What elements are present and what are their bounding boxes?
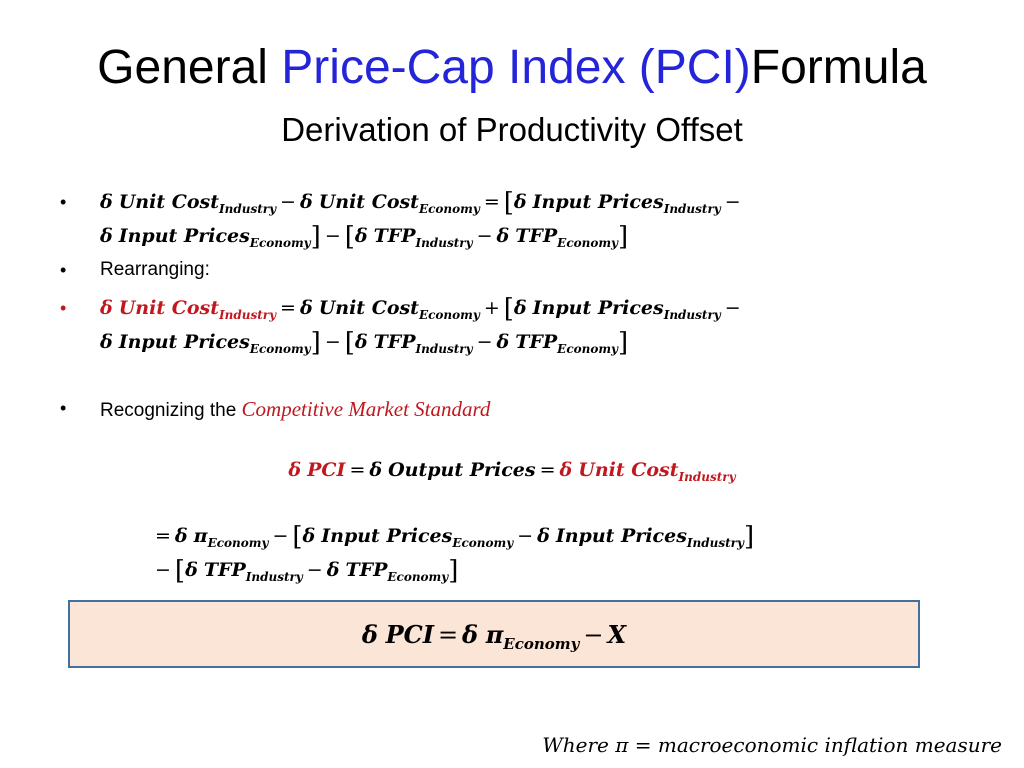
equation-2-line-2: δ Input PricesEconomy] − [δ TFPIndustry − δ … — [100, 328, 629, 358]
page-subtitle: Derivation of Productivity Offset — [281, 111, 743, 148]
competitive-market-standard: Competitive Market Standard — [241, 397, 491, 421]
title-highlight: Price-Cap Index (PCI) — [281, 41, 751, 94]
footer-note: Where π = macroeconomic inflation measur… — [542, 733, 1002, 757]
rearranging-text: Rearranging: — [100, 259, 210, 280]
page-title: General Price-Cap Index (PCI)Formula — [0, 38, 1024, 98]
title-part1: General — [97, 41, 282, 94]
equation-1-line-1: δ Unit CostIndustry − δ Unit CostEconomy =[… — [100, 188, 741, 218]
title-part2: Formula — [750, 41, 927, 94]
equation-2-line-1: δ Unit CostIndustry = δ Unit CostEconomy +[… — [100, 294, 741, 324]
bullet-marker-3: • — [60, 298, 67, 318]
final-formula: δ PCI = δ πEconomy − X — [361, 620, 627, 653]
expansion-line-1: = δ πEconomy − [δ Input PricesEconomy − δ Inp… — [155, 522, 755, 552]
final-formula-box: δ PCI = δ πEconomy − X — [68, 600, 920, 668]
recognizing-text: Recognizing the Competitive Market Stand… — [100, 397, 491, 421]
bullet-marker-2: • — [60, 260, 67, 280]
expansion-line-2: − [δ TFPIndustry − δ TFPEconomy] — [155, 556, 459, 586]
bullet-marker-1: • — [60, 192, 67, 212]
equation-1-line-2: δ Input PricesEconomy] − [δ TFPIndustry − δ … — [100, 222, 629, 252]
pci-equation: δ PCI = δ Output Prices = δ Unit CostIndustr… — [288, 459, 736, 484]
bullet-marker-4: • — [60, 398, 67, 418]
